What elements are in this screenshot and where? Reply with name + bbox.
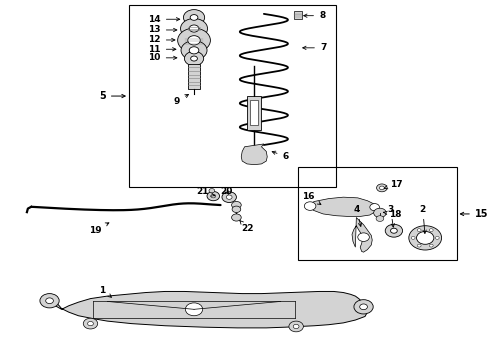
Circle shape [180, 18, 208, 39]
Circle shape [189, 47, 199, 54]
Circle shape [189, 25, 199, 32]
Text: 18: 18 [383, 210, 402, 219]
Text: 21: 21 [196, 187, 215, 196]
Circle shape [409, 226, 441, 250]
Bar [247, 96, 262, 130]
Circle shape [232, 206, 241, 212]
Circle shape [209, 189, 215, 193]
Text: 5: 5 [99, 91, 125, 101]
Text: 14: 14 [148, 15, 180, 24]
Text: 20: 20 [220, 187, 233, 196]
Bar [297, 167, 457, 260]
Circle shape [40, 294, 59, 308]
Circle shape [222, 192, 236, 203]
Text: 6: 6 [272, 151, 289, 161]
Circle shape [178, 28, 210, 53]
Text: 16: 16 [302, 192, 321, 204]
Text: 8: 8 [304, 11, 325, 20]
Circle shape [304, 202, 316, 210]
Circle shape [374, 208, 386, 217]
Text: 3: 3 [388, 205, 394, 227]
Circle shape [379, 186, 384, 190]
Circle shape [207, 192, 220, 201]
Circle shape [385, 224, 403, 237]
Circle shape [391, 228, 397, 233]
Circle shape [211, 194, 216, 198]
Circle shape [232, 214, 241, 221]
Circle shape [417, 244, 421, 247]
Circle shape [417, 229, 421, 231]
Polygon shape [45, 292, 368, 328]
Circle shape [360, 304, 368, 310]
Circle shape [46, 298, 53, 303]
Circle shape [226, 195, 232, 199]
Text: 9: 9 [174, 94, 189, 106]
Circle shape [435, 237, 439, 239]
Circle shape [188, 36, 200, 45]
Circle shape [184, 51, 204, 66]
Text: 4: 4 [354, 205, 362, 226]
Circle shape [358, 233, 369, 242]
Text: 1: 1 [99, 285, 111, 297]
Circle shape [370, 203, 379, 211]
Circle shape [185, 303, 203, 316]
Text: 2: 2 [419, 205, 426, 233]
Bar [294, 11, 302, 18]
Circle shape [411, 237, 415, 239]
Circle shape [376, 216, 384, 221]
Bar [188, 64, 200, 89]
Circle shape [293, 324, 299, 329]
Text: 19: 19 [89, 223, 109, 234]
Circle shape [376, 184, 387, 192]
Polygon shape [307, 197, 377, 216]
Circle shape [354, 300, 373, 314]
Circle shape [191, 56, 197, 61]
Bar [250, 100, 258, 125]
Text: 7: 7 [303, 43, 326, 52]
Circle shape [183, 10, 205, 25]
Circle shape [416, 231, 434, 244]
Polygon shape [241, 144, 267, 165]
Text: 17: 17 [384, 180, 403, 189]
Circle shape [289, 321, 303, 332]
Circle shape [190, 15, 198, 20]
Bar [129, 5, 336, 187]
Circle shape [232, 202, 241, 208]
Circle shape [181, 41, 207, 60]
Circle shape [429, 229, 433, 231]
Circle shape [88, 321, 94, 326]
Text: 12: 12 [148, 36, 175, 45]
Circle shape [429, 244, 433, 247]
Polygon shape [352, 217, 372, 252]
Text: 13: 13 [148, 26, 177, 35]
Text: 11: 11 [148, 45, 176, 54]
Text: 22: 22 [240, 221, 253, 233]
Text: 15: 15 [461, 209, 489, 219]
Circle shape [83, 318, 98, 329]
Text: 10: 10 [148, 53, 177, 62]
